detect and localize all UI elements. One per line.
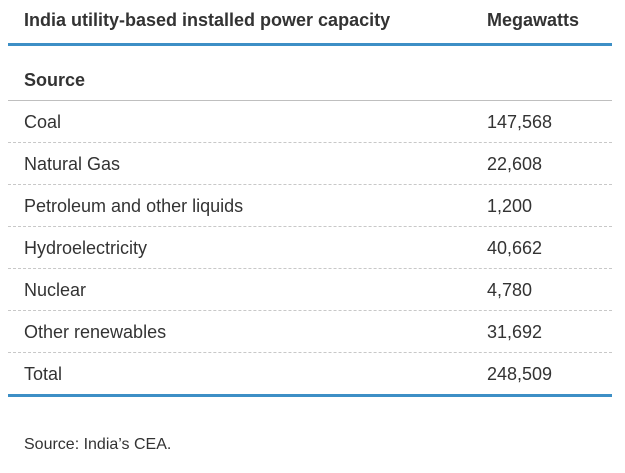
section-header: Source (8, 46, 612, 101)
table-body: Coal 147,568 Natural Gas 22,608 Petroleum an… (8, 101, 612, 394)
value-column-header: Megawatts (487, 10, 580, 30)
table-row: Other renewables 31,692 (8, 311, 612, 353)
row-label: Petroleum and other liquids (24, 196, 244, 216)
row-value: 22,608 (487, 154, 543, 174)
row-label: Hydroelectricity (24, 238, 148, 258)
row-label: Coal (24, 112, 62, 132)
row-value: 147,568 (487, 112, 553, 132)
bottom-rule (8, 394, 612, 397)
row-label: Natural Gas (24, 154, 121, 174)
row-value: 1,200 (487, 196, 533, 216)
table-title: India utility-based installed power capa… (24, 10, 391, 30)
row-label: Total (24, 364, 63, 384)
source-note: Source: India’s CEA. (24, 436, 172, 453)
table-header: India utility-based installed power capa… (8, 0, 612, 46)
table-row: Coal 147,568 (8, 101, 612, 143)
table-row: Nuclear 4,780 (8, 269, 612, 311)
capacity-table: India utility-based installed power capa… (8, 0, 612, 397)
table-row: Petroleum and other liquids 1,200 (8, 185, 612, 227)
row-value: 31,692 (487, 322, 543, 342)
row-label: Other renewables (24, 322, 167, 342)
row-label: Nuclear (24, 280, 87, 300)
table-row: Total 248,509 (8, 353, 612, 394)
table-row: Natural Gas 22,608 (8, 143, 612, 185)
row-value: 248,509 (487, 364, 553, 384)
section-label: Source (24, 70, 86, 90)
table-row: Hydroelectricity 40,662 (8, 227, 612, 269)
row-value: 40,662 (487, 238, 543, 258)
row-value: 4,780 (487, 280, 533, 300)
